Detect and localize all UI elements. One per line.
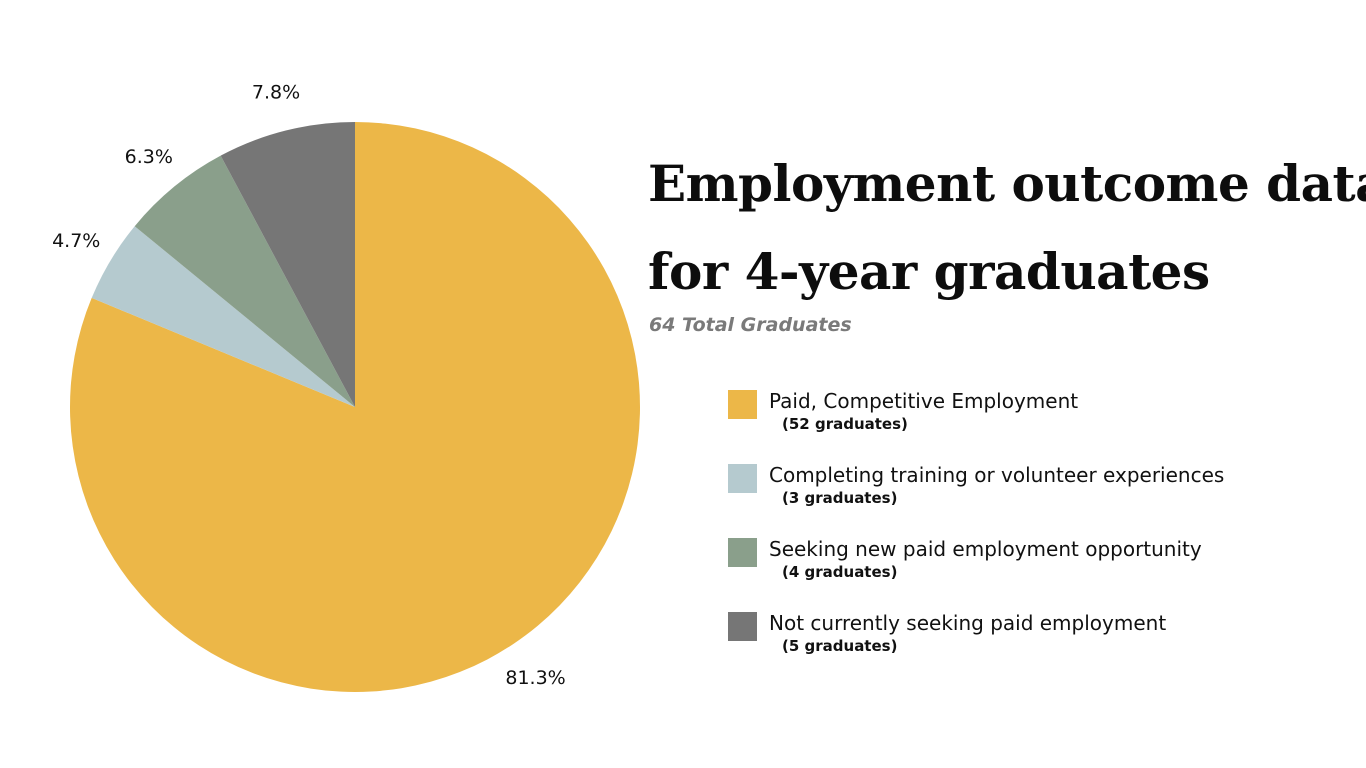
pie-slice-seeking-employment	[134, 155, 355, 407]
legend-swatch	[728, 464, 757, 493]
legend-label: Not currently seeking paid employment	[769, 611, 1167, 635]
legend-count: (4 graduates)	[782, 563, 898, 581]
legend: Paid, Competitive Employment (52 graduat…	[728, 388, 1348, 684]
legend-item-paid-employment: Paid, Competitive Employment (52 graduat…	[728, 388, 1348, 462]
pie-percent-label-not-seeking: 7.8%	[252, 82, 300, 104]
pie-slice-paid-employment	[70, 122, 641, 692]
pie-percent-label-paid-employment: 81.3%	[505, 667, 565, 689]
legend-item-training-volunteer: Completing training or volunteer experie…	[728, 462, 1348, 536]
legend-label: Completing training or volunteer experie…	[769, 463, 1225, 487]
legend-label: Seeking new paid employment opportunity	[769, 537, 1202, 561]
legend-item-seeking-employment: Seeking new paid employment opportunity …	[728, 536, 1348, 610]
legend-label: Paid, Competitive Employment	[769, 389, 1079, 413]
pie-percent-label-seeking-employment: 6.3%	[125, 146, 173, 168]
legend-count: (5 graduates)	[782, 637, 898, 655]
chart-title-line-1: Employment outcome data	[648, 154, 1366, 213]
pie-percent-labels: 81.3% 4.7% 6.3% 7.8%	[52, 82, 566, 689]
legend-swatch	[728, 538, 757, 567]
chart-title: Employment outcome data for 4-year gradu…	[648, 140, 1366, 316]
legend-count: (52 graduates)	[782, 415, 908, 433]
legend-item-not-seeking: Not currently seeking paid employment (5…	[728, 610, 1348, 684]
pie-percent-label-training-volunteer: 4.7%	[52, 230, 100, 252]
pie-slice-not-seeking	[220, 122, 355, 407]
chart-title-line-2: for 4-year graduates	[648, 242, 1210, 301]
pie-slice-training-volunteer	[91, 226, 355, 407]
legend-swatch	[728, 390, 757, 419]
legend-swatch	[728, 612, 757, 641]
chart-subtitle: 64 Total Graduates	[649, 314, 852, 336]
legend-count: (3 graduates)	[782, 489, 898, 507]
pie-slices	[70, 122, 641, 692]
